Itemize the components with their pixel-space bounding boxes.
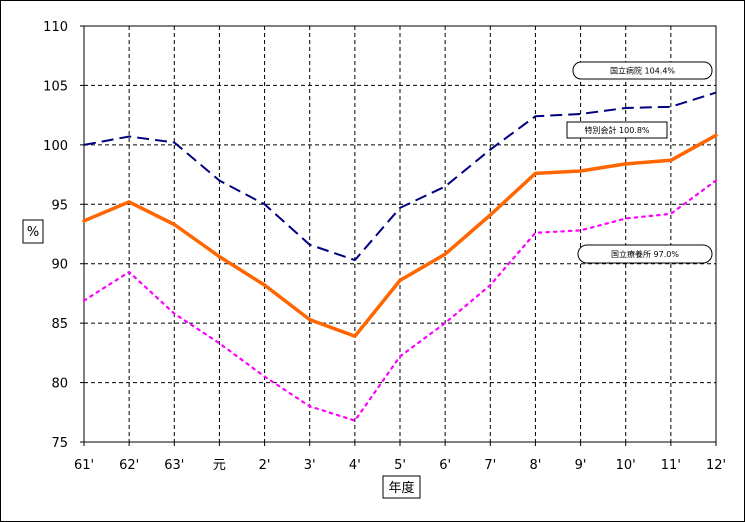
data-point (534, 172, 537, 175)
series-line (83, 91, 717, 262)
series-lines (82, 91, 718, 422)
data-point (353, 335, 356, 338)
x-tick-label: 6' (439, 458, 451, 473)
data-point (173, 312, 176, 315)
data-point (173, 223, 176, 226)
data-point (579, 170, 582, 173)
data-point (83, 299, 86, 302)
y-axis-title: % (22, 219, 44, 244)
data-point (489, 148, 492, 151)
x-tick-label: 10' (616, 458, 636, 473)
data-point (399, 206, 402, 209)
y-tick-label: 95 (51, 198, 68, 213)
callout-box (577, 244, 713, 264)
data-point (83, 219, 86, 222)
y-tick-label: 75 (51, 436, 68, 451)
x-axis-title-text: 年度 (388, 480, 414, 496)
data-point (669, 159, 672, 162)
x-tick-label: 11' (661, 458, 681, 473)
y-tick-label: 80 (51, 377, 68, 392)
data-point (489, 284, 492, 287)
data-point (715, 91, 718, 94)
data-point (308, 405, 311, 408)
callout-box (572, 61, 713, 80)
data-point (128, 135, 131, 138)
series-1 (82, 133, 718, 338)
x-axis-title: 年度 (382, 475, 421, 499)
callout-label: 国立病院 104.4% (610, 66, 675, 76)
data-point (218, 342, 221, 345)
y-tick-label: 110 (43, 20, 68, 35)
data-point (579, 229, 582, 232)
data-point (624, 217, 627, 220)
data-point (715, 179, 718, 182)
data-point (263, 203, 266, 206)
callout-label: 特別会計 100.8% (584, 125, 649, 135)
data-point (624, 162, 627, 165)
data-point (308, 243, 311, 246)
y-tick-label: 105 (43, 79, 68, 94)
data-point (534, 231, 537, 234)
y-axis-title-box (22, 219, 44, 244)
x-tick-label: 3' (304, 458, 316, 473)
callout-box (566, 121, 668, 139)
data-point (444, 322, 447, 325)
series-0 (83, 91, 718, 262)
data-point (353, 419, 356, 422)
x-tick-label: 8' (529, 458, 541, 473)
data-point (715, 134, 718, 137)
callout-1: 特別会計 100.8% (566, 121, 668, 139)
x-tick-label: 12' (706, 458, 726, 473)
y-tick-label: 85 (51, 317, 68, 332)
y-tick-label: 100 (43, 139, 68, 154)
data-point (444, 185, 447, 188)
data-point (353, 259, 356, 262)
callout-0: 国立病院 104.4% (572, 61, 713, 80)
series-2 (82, 179, 718, 422)
y-axis-title-text: % (27, 225, 39, 240)
series-line (82, 179, 718, 422)
data-point (399, 355, 402, 358)
x-tick-label: 7' (484, 458, 496, 473)
data-point (308, 318, 311, 321)
gridlines (84, 26, 716, 442)
data-point (489, 213, 492, 216)
data-point (173, 141, 176, 144)
y-axis-ticks: 75 80 85 90 95 100 105 110 (43, 20, 84, 451)
data-point (263, 375, 266, 378)
data-point (624, 107, 627, 110)
data-point (128, 200, 131, 203)
data-point (128, 271, 131, 274)
x-axis-ticks: 61' 62' 63' 元 2' 3' 4' 5' 6' 7' 8' 9' 10' 11' 12' (74, 442, 726, 473)
series-line (82, 133, 718, 338)
x-tick-label: 4' (349, 458, 361, 473)
x-tick-label: 2' (259, 458, 271, 473)
data-point (263, 284, 266, 287)
callouts: 国立病院 104.4% 特別会計 100.8% 国立療養所 97.0% (566, 61, 713, 264)
y-tick-label: 90 (51, 258, 68, 273)
x-tick-label: 9' (575, 458, 587, 473)
data-point (218, 179, 221, 182)
x-tick-label: 元 (213, 458, 226, 473)
callout-label: 国立療養所 97.0% (611, 249, 679, 259)
x-tick-label: 62' (119, 458, 139, 473)
data-point (534, 115, 537, 118)
data-point (669, 105, 672, 108)
x-tick-label: 61' (74, 458, 94, 473)
callout-2: 国立療養所 97.0% (577, 244, 713, 264)
data-point (579, 112, 582, 115)
x-tick-label: 63' (164, 458, 184, 473)
data-point (444, 253, 447, 256)
data-point (399, 279, 402, 282)
data-point (218, 255, 221, 258)
x-axis-title-box (382, 475, 421, 499)
x-tick-label: 5' (394, 458, 406, 473)
data-point (669, 212, 672, 215)
